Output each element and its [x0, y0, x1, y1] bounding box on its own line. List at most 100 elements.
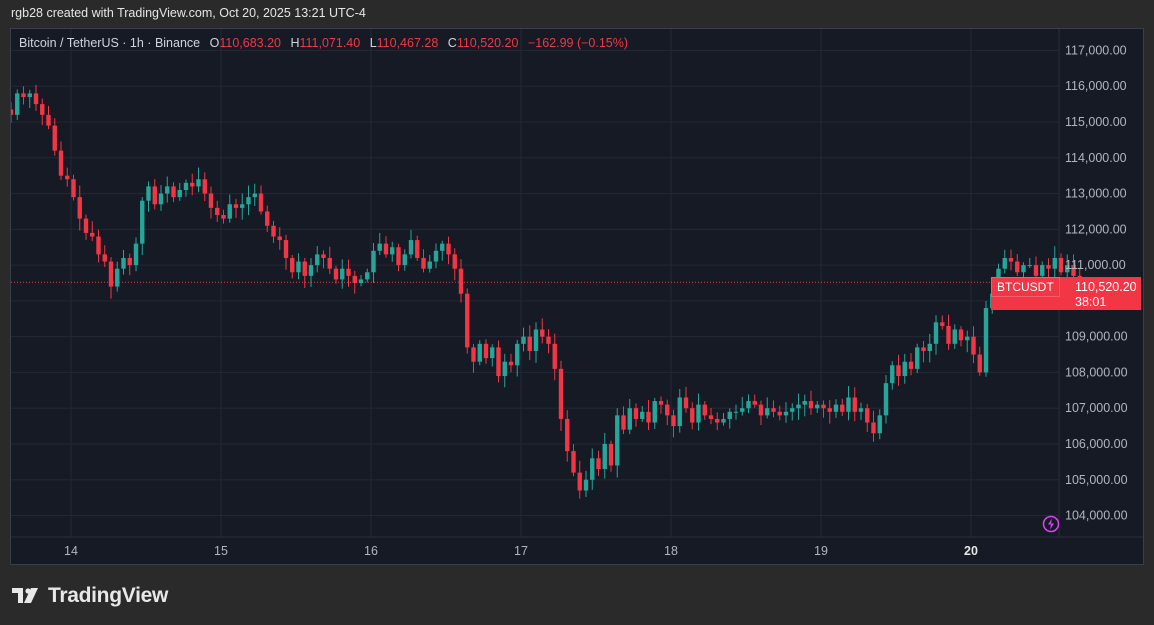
tradingview-logo[interactable]: TradingView: [12, 584, 168, 608]
candle-body: [1071, 265, 1076, 276]
tradingview-logo-text: TradingView: [48, 584, 169, 607]
candle-body: [752, 401, 757, 405]
candle-body: [946, 325, 951, 344]
candle-body: [846, 397, 851, 412]
candle-body: [208, 193, 214, 208]
candle-body: [871, 422, 876, 434]
chart-panel[interactable]: 117,000.00 116,000.00 115,000.00 114,000.00…: [10, 28, 1144, 565]
candle-body: [177, 189, 182, 198]
candle-body: [733, 411, 739, 413]
chart-legend: Bitcoin / TetherUS · 1h · Binance O110,6…: [19, 36, 628, 50]
candle-body: [927, 343, 932, 351]
candle-body: [840, 404, 845, 412]
candle-body: [615, 415, 620, 466]
candle-body: [827, 408, 832, 412]
candle-body: [377, 243, 382, 251]
candle-body: [577, 472, 582, 491]
candle-body: [777, 411, 782, 416]
candle-body: [71, 179, 76, 198]
candle-body: [471, 347, 476, 362]
price-chart[interactable]: 117,000.00 116,000.00 115,000.00 114,000.00…: [11, 29, 1143, 564]
legend-open: 110,683.20: [219, 36, 281, 50]
candle-body: [27, 93, 32, 97]
candle-body: [908, 361, 914, 369]
candle-body: [502, 361, 507, 377]
candle-body: [477, 343, 482, 362]
candle-body: [252, 193, 257, 198]
candle-body: [371, 250, 376, 273]
candle-body: [558, 368, 564, 419]
candle-body: [158, 193, 164, 205]
candle-body: [521, 336, 526, 344]
x-tick-label: 18: [664, 544, 678, 558]
candle-body: [452, 254, 457, 269]
candle-body: [683, 397, 689, 409]
price-tag-price: 110,520.20: [1075, 280, 1137, 294]
candle-body: [533, 329, 539, 351]
candle-body: [790, 408, 795, 412]
y-tick-label: 108,000.00: [1065, 365, 1128, 379]
candle-body: [821, 404, 826, 409]
candle-body: [796, 404, 801, 409]
candle-body: [921, 347, 926, 351]
candle-body: [508, 361, 514, 366]
candle-body: [46, 114, 51, 126]
legend-change: −162.99 (−0.15%): [527, 36, 629, 50]
candle-body: [433, 250, 439, 262]
candle-body: [196, 179, 201, 187]
candle-body: [383, 243, 389, 255]
candle-body: [971, 336, 976, 355]
candle-body: [596, 458, 601, 470]
candle-body: [115, 268, 120, 287]
y-tick-label: 116,000.00: [1065, 79, 1127, 93]
legend-low-label: L: [369, 36, 377, 50]
candle-body: [952, 329, 957, 344]
candle-body: [865, 408, 870, 423]
candle-body: [896, 365, 901, 377]
candle-body: [765, 408, 770, 416]
candle-body: [65, 175, 70, 180]
candle-body: [308, 265, 314, 276]
candle-body: [52, 125, 57, 151]
legend-close-label: C: [447, 36, 457, 50]
candle-body: [621, 415, 626, 430]
y-tick-label: 106,000.00: [1065, 437, 1128, 451]
candle-body: [940, 322, 945, 326]
x-tick-label: 17: [514, 544, 528, 558]
candle-body: [602, 443, 607, 470]
legend-high-label: H: [290, 36, 300, 50]
candle-body: [396, 247, 401, 266]
candle-body: [21, 93, 26, 97]
candle-body: [465, 293, 470, 348]
candle-body: [77, 197, 82, 219]
candle-body: [15, 93, 20, 115]
candle-body: [483, 343, 489, 359]
candle-body: [402, 254, 407, 266]
y-tick-label: 112,000.00: [1065, 222, 1127, 236]
x-tick-label: 15: [214, 544, 228, 558]
y-tick-label: 109,000.00: [1065, 330, 1128, 344]
candle-body: [708, 415, 714, 419]
candle-body: [271, 225, 276, 237]
candle-body: [552, 343, 557, 369]
candle-body: [546, 336, 551, 344]
candle-body: [640, 411, 645, 419]
lightning-icon[interactable]: [1042, 515, 1060, 533]
y-tick-label: 113,000.00: [1065, 187, 1127, 201]
candle-body: [571, 451, 576, 473]
candle-body: [227, 204, 232, 219]
candle-body: [690, 408, 695, 423]
candle-body: [1021, 265, 1026, 273]
legend-high: 111,071.40: [299, 36, 361, 50]
candle-body: [958, 329, 964, 341]
candle-body: [583, 479, 589, 491]
candle-body: [771, 408, 776, 412]
candle-body: [108, 261, 114, 287]
candle-body: [540, 329, 545, 337]
candle-body: [340, 268, 345, 280]
candle-body: [33, 93, 39, 105]
candle-body: [1002, 257, 1007, 269]
legend-symbol[interactable]: Bitcoin / TetherUS · 1h · Binance: [19, 36, 201, 50]
candle-body: [883, 383, 889, 416]
candle-body: [490, 347, 495, 359]
